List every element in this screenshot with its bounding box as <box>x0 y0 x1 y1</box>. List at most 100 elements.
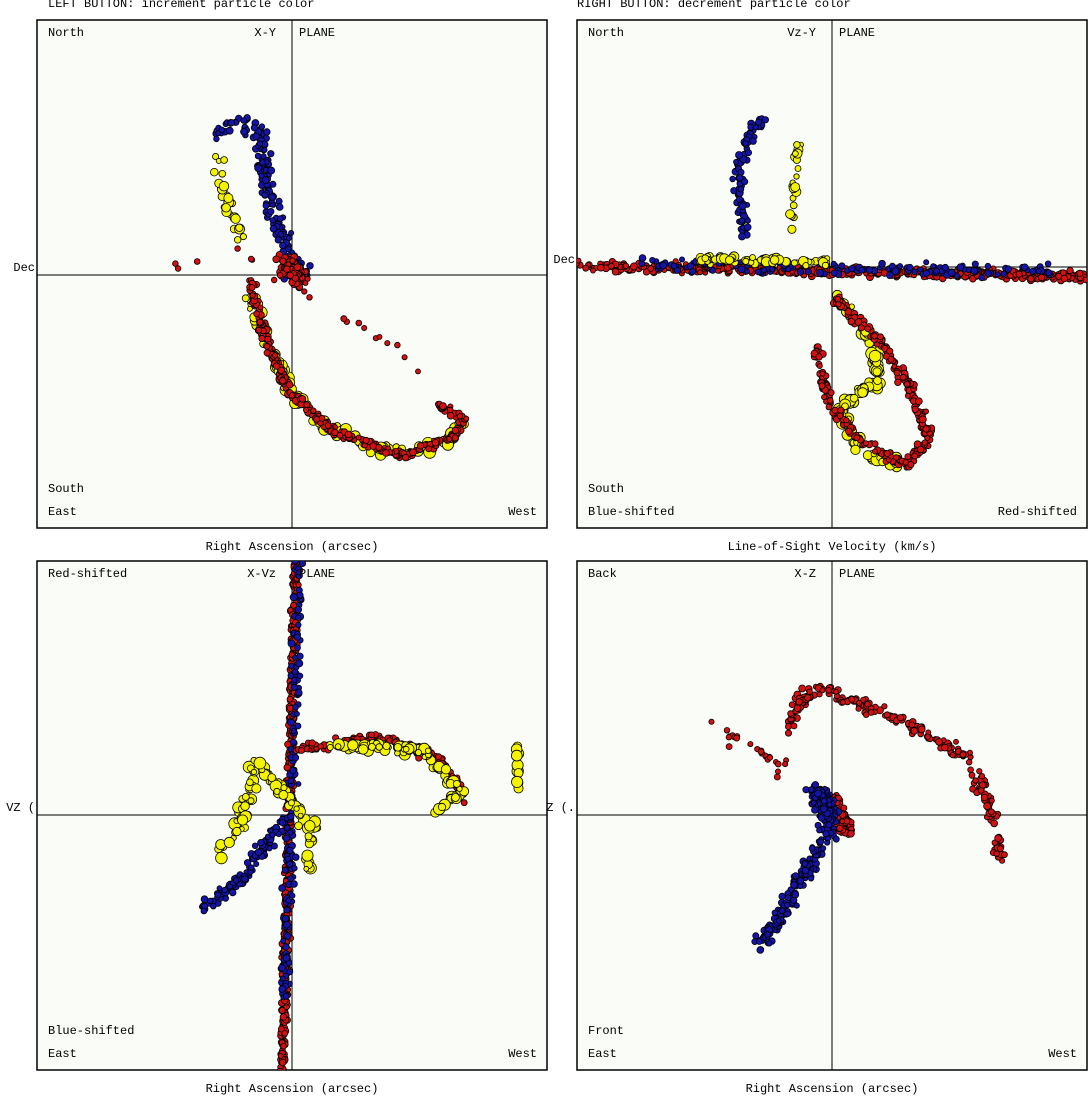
particle <box>893 454 900 461</box>
particle <box>959 751 967 758</box>
particle <box>864 701 871 708</box>
particle <box>302 280 309 287</box>
particle <box>916 445 925 454</box>
particle <box>280 1043 287 1050</box>
hint: RIGHT BUTTON: decrement particle color <box>577 0 851 11</box>
panel-label: X-Vz <box>247 567 276 581</box>
particle <box>368 731 375 739</box>
particle <box>283 763 291 772</box>
particle <box>1004 265 1013 273</box>
particle <box>811 806 819 814</box>
particles <box>198 561 525 1070</box>
particle <box>917 266 924 273</box>
particle <box>807 875 815 882</box>
particle <box>953 272 960 279</box>
particle <box>221 203 231 213</box>
particle <box>756 946 765 954</box>
particle <box>424 747 432 754</box>
particle <box>460 799 468 807</box>
particle <box>838 262 846 270</box>
particle <box>293 263 302 272</box>
particle <box>725 734 732 741</box>
particle <box>738 232 746 241</box>
particle <box>1060 274 1069 283</box>
particle <box>817 838 824 846</box>
panel-label: Back <box>588 567 617 581</box>
particle <box>956 263 965 272</box>
particle <box>375 443 383 451</box>
panel-label: South <box>588 482 624 496</box>
particle <box>250 768 257 776</box>
particle <box>232 826 242 837</box>
particle <box>830 260 837 267</box>
particle <box>241 294 250 303</box>
particle <box>253 756 267 770</box>
panel-label: Right Ascension (arcsec) <box>206 1082 379 1096</box>
particle <box>279 377 287 385</box>
particle <box>793 141 801 149</box>
particle <box>256 318 264 326</box>
particle <box>790 259 798 267</box>
particle <box>752 932 760 940</box>
particle <box>819 370 826 377</box>
particle <box>446 411 455 420</box>
particle <box>456 413 463 420</box>
particle <box>611 268 620 276</box>
particle <box>970 267 978 275</box>
particle <box>935 738 943 746</box>
particle <box>742 140 749 147</box>
particle <box>269 831 276 838</box>
particle <box>301 288 308 295</box>
particle <box>218 180 230 192</box>
particle <box>298 395 307 403</box>
particle <box>278 819 286 827</box>
particle <box>849 393 859 403</box>
particle <box>272 352 279 359</box>
particle <box>1001 851 1008 859</box>
particle <box>834 296 842 303</box>
particle <box>1029 267 1037 275</box>
particle <box>295 781 302 787</box>
particle <box>853 434 861 442</box>
particle <box>234 245 241 252</box>
particle <box>384 340 391 347</box>
particle <box>267 773 277 782</box>
particle <box>967 766 974 774</box>
particle <box>290 738 297 746</box>
particle <box>296 591 304 599</box>
panel-label: X-Y <box>254 26 276 40</box>
particle <box>290 683 298 691</box>
particle <box>784 901 791 909</box>
particle <box>282 954 291 962</box>
particle <box>733 734 741 742</box>
particle <box>1045 269 1053 277</box>
particle <box>737 185 745 193</box>
particle <box>917 725 926 734</box>
particle <box>836 412 844 420</box>
particle <box>590 267 596 274</box>
particle <box>283 265 291 273</box>
particle <box>247 255 255 263</box>
particle <box>240 117 247 124</box>
particle <box>980 793 989 802</box>
particle <box>630 262 638 271</box>
particle <box>287 813 295 821</box>
panel-label: North <box>588 26 624 40</box>
particle <box>790 722 798 730</box>
particle <box>994 271 1001 278</box>
panel-label: Red-shifted <box>998 505 1077 519</box>
particle <box>820 845 827 852</box>
particle <box>868 349 882 363</box>
particle <box>254 152 262 160</box>
particle <box>435 753 442 761</box>
particle <box>271 276 278 284</box>
particle <box>857 387 868 398</box>
particle <box>291 668 299 675</box>
particle <box>736 174 744 182</box>
particle <box>258 123 266 130</box>
particle <box>287 777 295 785</box>
particle <box>451 793 460 802</box>
particle <box>577 257 582 264</box>
particle <box>907 461 915 469</box>
particle <box>291 754 300 762</box>
